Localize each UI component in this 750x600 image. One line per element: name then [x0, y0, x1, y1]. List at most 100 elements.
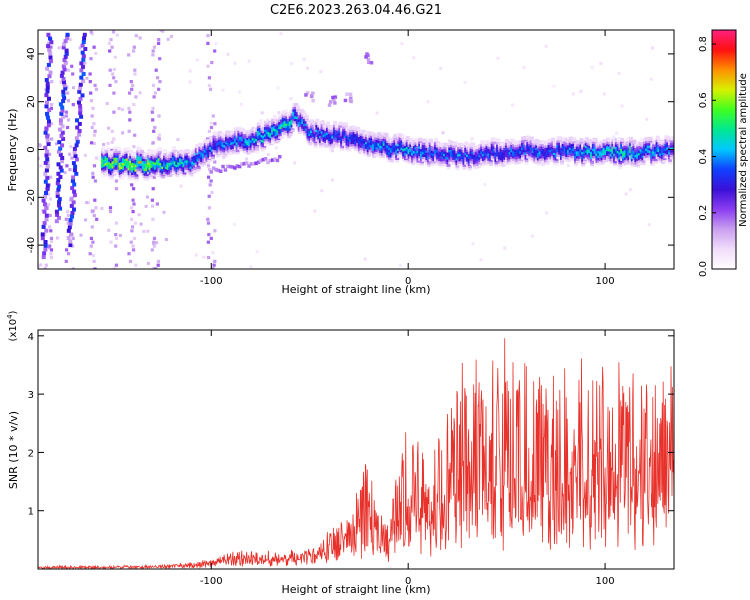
heatmap-cell	[529, 136, 534, 141]
heatmap-cell	[94, 206, 98, 210]
heatmap-cell	[43, 267, 47, 269]
heatmap-cell	[194, 253, 198, 257]
heatmap-cell	[571, 92, 575, 96]
heatmap-cell	[41, 224, 46, 229]
heatmap-cell	[151, 141, 155, 145]
heatmap-cell	[216, 153, 221, 158]
heatmap-cell	[79, 75, 84, 80]
heatmap-cell	[377, 132, 382, 137]
heatmap-cell	[43, 233, 47, 237]
heatmap-cell	[46, 115, 50, 120]
heatmap-cell	[157, 151, 162, 156]
heatmap-cell	[143, 152, 148, 157]
heatmap-cell	[40, 236, 45, 241]
heatmap-cell	[211, 251, 215, 255]
heatmap-cell	[292, 124, 297, 129]
heatmap-cell	[467, 166, 472, 171]
heatmap-cell	[127, 176, 132, 180]
heatmap-cell	[558, 138, 563, 143]
heatmap-cell	[196, 167, 201, 172]
heatmap-cell	[544, 44, 548, 48]
heatmap-cell	[67, 118, 71, 122]
spectrogram-y-tick-label: -40	[26, 237, 37, 253]
spectrogram-y-tick-label: 20	[26, 95, 37, 108]
heatmap-cell	[305, 91, 310, 95]
heatmap-cell	[501, 162, 506, 167]
heatmap-cell	[629, 139, 634, 144]
heatmap-cell	[41, 198, 46, 203]
heatmap-cell	[535, 139, 540, 143]
heatmap-cell	[114, 80, 118, 84]
heatmap-cell	[78, 104, 83, 109]
heatmap-cell	[157, 41, 161, 45]
heatmap-cell	[127, 252, 131, 256]
heatmap-cell	[503, 246, 507, 250]
heatmap-cell	[50, 80, 54, 84]
heatmap-cell	[63, 171, 67, 175]
heatmap-cell	[61, 99, 66, 104]
heatmap-cell	[150, 198, 154, 202]
heatmap-cell	[50, 103, 54, 107]
heatmap-cell	[78, 82, 83, 87]
heatmap-cell	[279, 32, 283, 36]
heatmap-cell	[182, 172, 187, 177]
heatmap-cell	[407, 159, 412, 164]
heatmap-cell	[91, 240, 95, 244]
heatmap-cell	[132, 187, 136, 191]
heatmap-cell	[496, 56, 500, 60]
snr-series	[38, 338, 674, 569]
heatmap-cell	[462, 165, 467, 170]
heatmap-cell	[60, 156, 65, 160]
heatmap-cell	[632, 139, 637, 144]
heatmap-cell	[57, 184, 62, 189]
heatmap-cell	[133, 133, 137, 137]
heatmap-cell	[328, 100, 333, 104]
heatmap-cell	[235, 148, 240, 153]
heatmap-cell	[44, 263, 48, 267]
heatmap-cell	[43, 247, 48, 252]
heatmap-cell	[127, 106, 131, 110]
heatmap-cell	[247, 59, 251, 63]
heatmap-cell	[71, 236, 75, 240]
heatmap-cell	[650, 46, 654, 50]
heatmap-cell	[80, 50, 85, 55]
heatmap-cell	[207, 83, 211, 87]
heatmap-cell	[112, 267, 116, 269]
heatmap-cell	[579, 138, 584, 143]
heatmap-cell	[641, 161, 646, 166]
heatmap-cell	[43, 145, 48, 150]
heatmap-cell	[59, 73, 64, 78]
heatmap-cell	[466, 143, 470, 148]
heatmap-cell	[252, 162, 256, 166]
heatmap-cell	[154, 241, 158, 245]
heatmap-cell	[446, 162, 451, 167]
heatmap-cell	[44, 127, 49, 131]
heatmap-cell	[206, 41, 210, 45]
heatmap-cell	[245, 161, 249, 165]
heatmap-cell	[66, 221, 70, 225]
heatmap-cell	[114, 221, 118, 225]
heatmap-cell	[45, 164, 50, 169]
heatmap-cell	[152, 175, 156, 179]
heatmap-cell	[625, 137, 630, 142]
heatmap-cell	[47, 74, 52, 79]
heatmap-cell	[69, 203, 74, 208]
heatmap-cell	[611, 137, 616, 142]
heatmap-cell	[77, 129, 82, 133]
heatmap-cell	[213, 259, 217, 263]
heatmap-cell	[73, 164, 78, 169]
heatmap-cell	[260, 123, 265, 128]
heatmap-cell	[212, 263, 216, 267]
heatmap-cell	[151, 83, 156, 87]
heatmap-cell	[78, 46, 82, 50]
heatmap-cell	[235, 150, 240, 155]
heatmap-cell	[72, 193, 77, 198]
heatmap-cell	[206, 34, 210, 38]
heatmap-cell	[189, 172, 194, 177]
heatmap-cell	[42, 251, 47, 256]
heatmap-cell	[206, 221, 211, 225]
heatmap-cell	[92, 122, 96, 126]
heatmap-cell	[319, 141, 323, 146]
heatmap-cell	[152, 45, 157, 49]
heatmap-cell	[427, 160, 432, 165]
